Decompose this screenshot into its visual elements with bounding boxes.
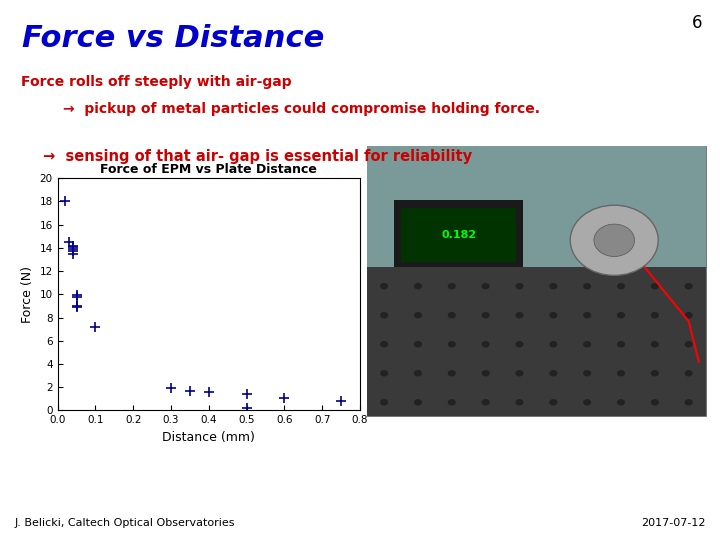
Circle shape — [617, 283, 625, 289]
Y-axis label: Force (N): Force (N) — [21, 266, 34, 323]
Text: →  sensing of that air- gap is essential for reliability: → sensing of that air- gap is essential … — [43, 148, 472, 164]
Circle shape — [448, 341, 456, 348]
Circle shape — [583, 399, 591, 406]
Circle shape — [414, 283, 422, 289]
Circle shape — [583, 341, 591, 348]
Circle shape — [617, 341, 625, 348]
Title: Force of EPM vs Plate Distance: Force of EPM vs Plate Distance — [100, 163, 318, 176]
Circle shape — [380, 399, 388, 406]
Circle shape — [380, 370, 388, 376]
Circle shape — [549, 312, 557, 319]
Bar — [395, 200, 523, 267]
Circle shape — [583, 312, 591, 319]
Circle shape — [549, 283, 557, 289]
Circle shape — [583, 283, 591, 289]
Circle shape — [685, 370, 693, 376]
Text: 6: 6 — [691, 14, 702, 31]
Circle shape — [516, 399, 523, 406]
Bar — [367, 146, 706, 267]
Circle shape — [482, 283, 490, 289]
Circle shape — [516, 370, 523, 376]
Text: 2017-07-12: 2017-07-12 — [641, 518, 706, 528]
Bar — [401, 208, 516, 262]
Circle shape — [617, 370, 625, 376]
Circle shape — [482, 341, 490, 348]
Circle shape — [448, 283, 456, 289]
Text: 0.182: 0.182 — [441, 230, 476, 240]
Circle shape — [549, 370, 557, 376]
Circle shape — [448, 399, 456, 406]
Circle shape — [414, 341, 422, 348]
Circle shape — [617, 399, 625, 406]
Circle shape — [685, 399, 693, 406]
Circle shape — [651, 341, 659, 348]
X-axis label: Distance (mm): Distance (mm) — [163, 431, 255, 444]
Circle shape — [651, 283, 659, 289]
Circle shape — [380, 312, 388, 319]
FancyBboxPatch shape — [367, 146, 706, 416]
Circle shape — [583, 370, 591, 376]
Circle shape — [380, 283, 388, 289]
Circle shape — [651, 399, 659, 406]
Circle shape — [414, 370, 422, 376]
Circle shape — [448, 312, 456, 319]
Circle shape — [549, 399, 557, 406]
Circle shape — [685, 312, 693, 319]
Circle shape — [482, 312, 490, 319]
Circle shape — [482, 370, 490, 376]
Circle shape — [516, 341, 523, 348]
Circle shape — [414, 399, 422, 406]
Circle shape — [617, 312, 625, 319]
Circle shape — [380, 341, 388, 348]
Circle shape — [448, 370, 456, 376]
Text: J. Belicki, Caltech Optical Observatories: J. Belicki, Caltech Optical Observatorie… — [14, 518, 235, 528]
Circle shape — [685, 341, 693, 348]
Text: Force rolls off steeply with air-gap: Force rolls off steeply with air-gap — [22, 76, 292, 90]
Circle shape — [482, 399, 490, 406]
Circle shape — [594, 224, 634, 256]
Circle shape — [516, 312, 523, 319]
Circle shape — [549, 341, 557, 348]
Circle shape — [651, 312, 659, 319]
Circle shape — [516, 283, 523, 289]
Circle shape — [414, 312, 422, 319]
Circle shape — [651, 370, 659, 376]
Circle shape — [570, 205, 658, 275]
Text: →  pickup of metal particles could compromise holding force.: → pickup of metal particles could compro… — [63, 102, 540, 116]
Bar — [367, 267, 706, 416]
Text: Force vs Distance: Force vs Distance — [22, 24, 324, 53]
Circle shape — [685, 283, 693, 289]
